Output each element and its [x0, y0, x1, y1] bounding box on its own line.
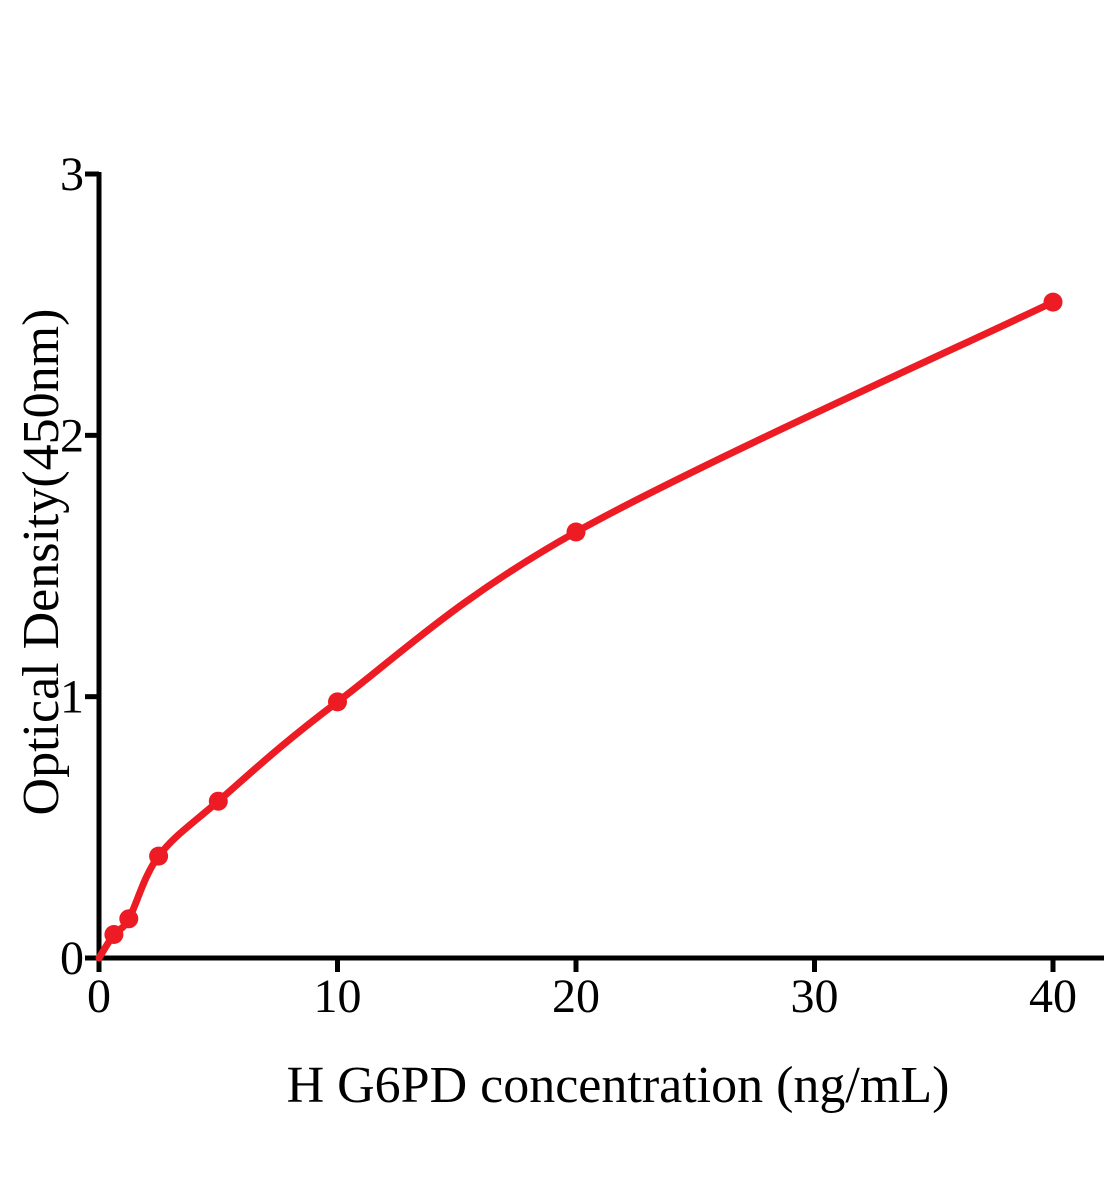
x-axis-title: H G6PD concentration (ng/mL) [287, 1057, 950, 1114]
data-point [104, 925, 124, 944]
x-tick-label: 30 [791, 970, 839, 1023]
x-tick-label: 40 [1029, 970, 1077, 1023]
data-point [149, 846, 169, 866]
fit-curve [95, 298, 1057, 962]
y-tick-label: 0 [60, 932, 84, 985]
y-tick-label: 2 [60, 409, 84, 462]
y-tick-label: 1 [60, 671, 84, 724]
series-standard-curve [95, 292, 1063, 962]
data-point [1043, 292, 1063, 312]
data-point [119, 909, 139, 929]
data-point [208, 791, 228, 811]
x-tick-label: 10 [314, 970, 362, 1023]
x-tick-label: 20 [552, 970, 600, 1023]
data-point [566, 522, 586, 542]
axes: 0 10 20 30 40 0 1 2 3 [60, 148, 1104, 1023]
data-point [328, 692, 347, 712]
y-axis-title: Optical Density(450nm) [13, 309, 70, 816]
y-tick-label: 3 [60, 148, 84, 201]
x-tick-label: 0 [87, 970, 111, 1023]
